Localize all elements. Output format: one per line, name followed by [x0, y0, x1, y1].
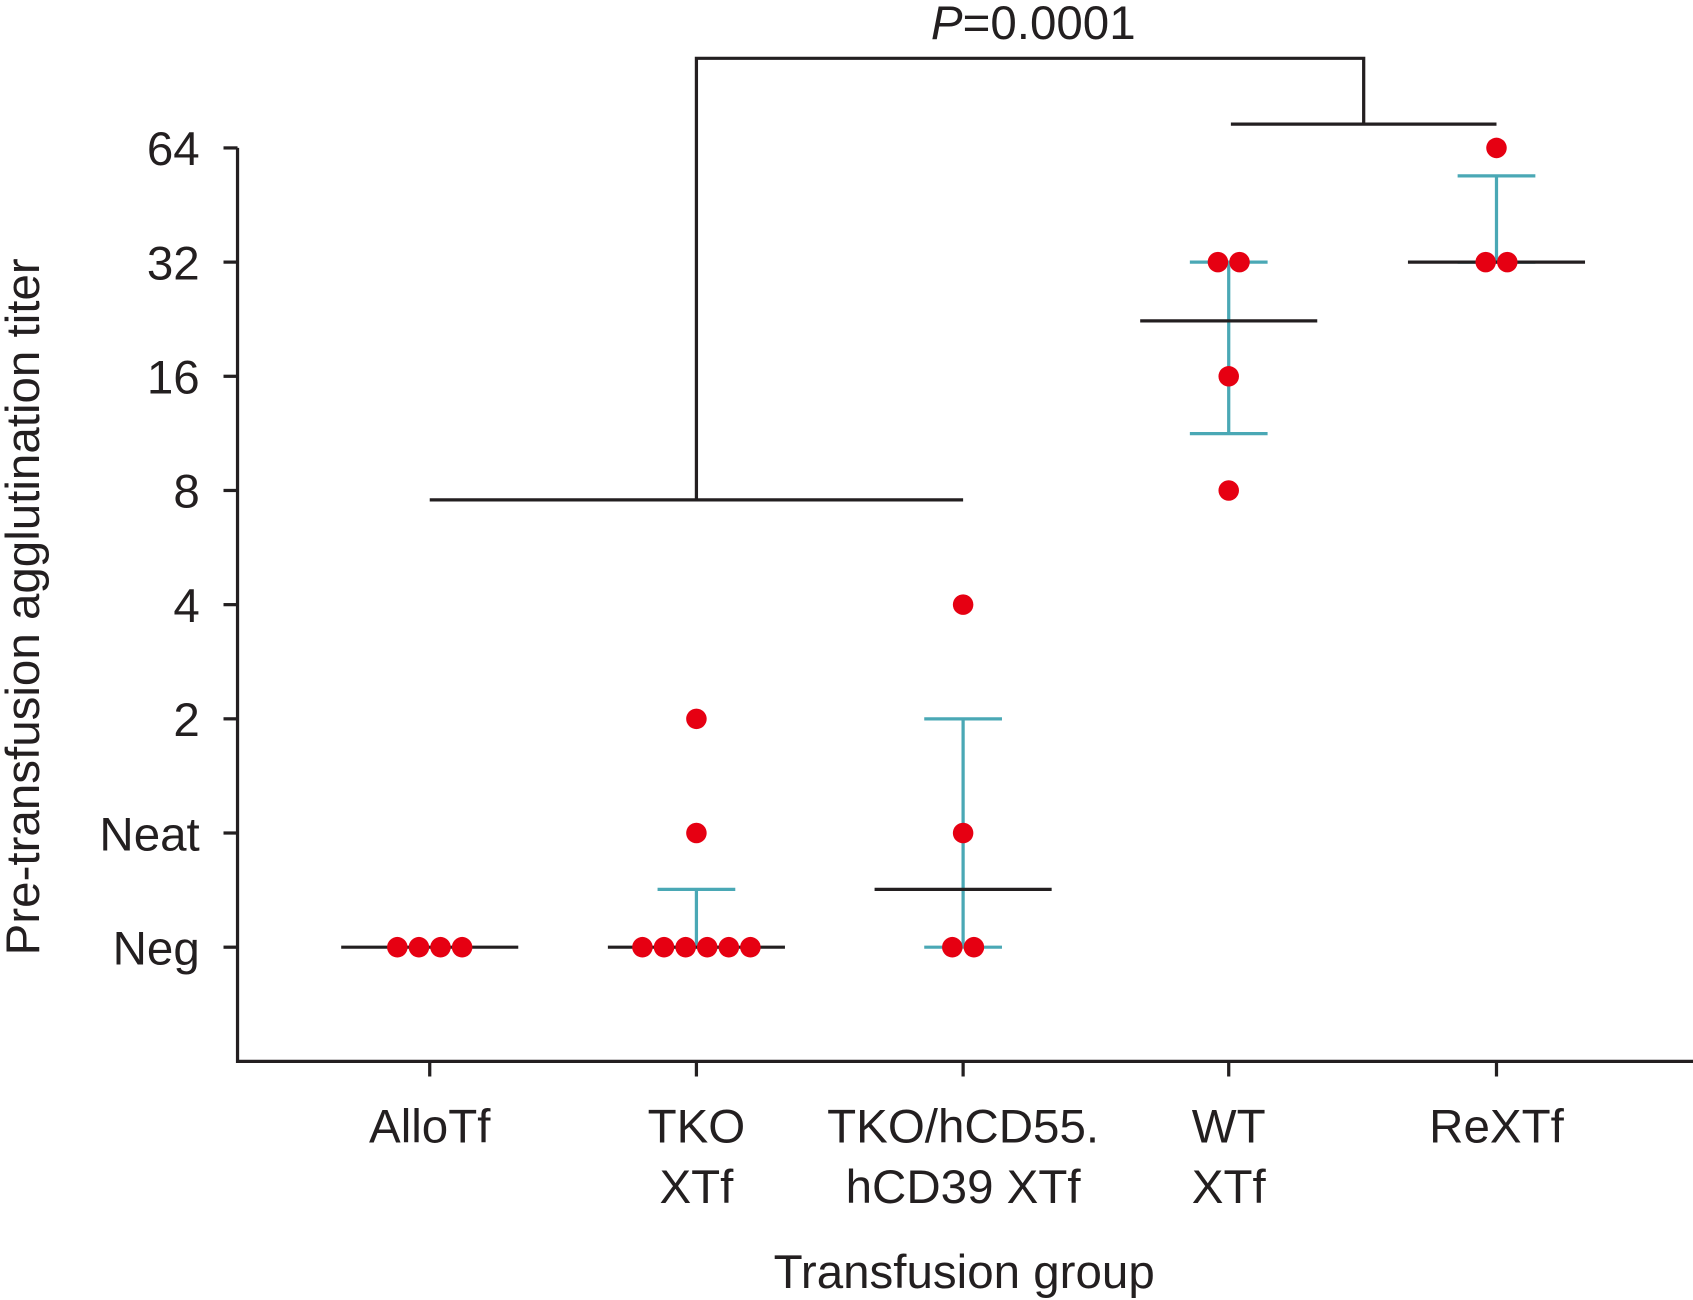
x-tick-label: ReXTf [1429, 1100, 1564, 1153]
data-point [451, 936, 473, 958]
data-point [686, 708, 707, 730]
data-point [1475, 251, 1496, 273]
data-point [740, 936, 761, 958]
p-symbol: P [931, 0, 963, 50]
data-point [1497, 251, 1518, 273]
y-tick-label: 32 [147, 237, 200, 290]
p-text: =0.0001 [963, 0, 1136, 50]
data-point [718, 936, 740, 958]
x-tick-label: AlloTf [369, 1100, 491, 1153]
p-value: P=0.0001 [931, 0, 1136, 50]
data-point [942, 936, 963, 958]
data-point [952, 594, 974, 615]
data-point [1229, 251, 1250, 273]
data-point [1486, 137, 1507, 159]
y-tick-label: 8 [173, 466, 199, 519]
x-axis-title: Transfusion group [774, 1246, 1155, 1299]
data-point [1218, 366, 1239, 387]
y-tick-label: Neat [99, 808, 199, 861]
data-point [387, 936, 408, 958]
data-point [1218, 480, 1239, 501]
x-tick-label: WT XTf [1192, 1100, 1267, 1213]
y-tick-label: Neg [113, 922, 200, 975]
data-point [1207, 251, 1229, 273]
y-tick-label: 16 [147, 352, 200, 405]
data-point [653, 936, 675, 958]
data-point [408, 936, 430, 958]
data-point [686, 822, 707, 844]
y-axis-title: Pre-transfusion agglutination titer [0, 258, 50, 955]
y-tick-label: 4 [173, 580, 199, 633]
data-point [632, 936, 653, 958]
y-tick-label: 64 [147, 123, 200, 176]
y-tick-label: 2 [173, 694, 199, 747]
data-point [430, 936, 451, 958]
data-point [952, 822, 974, 844]
data-point [696, 936, 718, 958]
data-point [675, 936, 696, 958]
significance-bracket [429, 56, 1497, 502]
x-tick-label: TKO XTf [648, 1100, 746, 1213]
data-point [963, 936, 985, 958]
x-tick-label: TKO/hCD55. hCD39 XTf [827, 1100, 1099, 1213]
axes [235, 147, 1693, 1063]
